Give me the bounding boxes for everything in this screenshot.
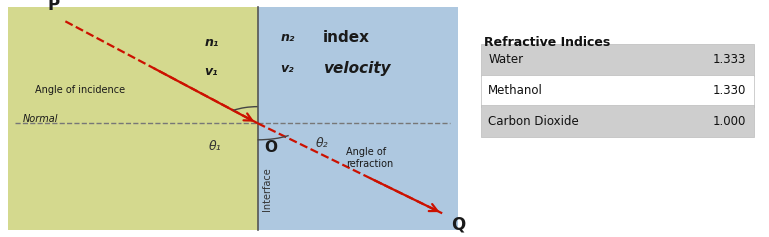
Text: n₂: n₂ xyxy=(281,32,295,44)
Text: Water: Water xyxy=(488,53,524,66)
Bar xyxy=(481,44,754,76)
Text: index: index xyxy=(323,30,370,46)
Text: velocity: velocity xyxy=(323,61,391,76)
Text: θ₁: θ₁ xyxy=(209,141,221,153)
Text: v₂: v₂ xyxy=(281,62,295,75)
Text: O: O xyxy=(264,140,277,155)
Text: Interface: Interface xyxy=(261,168,272,211)
Bar xyxy=(8,7,258,230)
Text: P: P xyxy=(48,0,60,14)
Text: n₁: n₁ xyxy=(205,36,218,49)
Text: 1.333: 1.333 xyxy=(713,53,746,66)
Bar xyxy=(481,105,754,137)
Text: 1.330: 1.330 xyxy=(713,84,746,97)
Text: Angle of incidence: Angle of incidence xyxy=(35,85,125,95)
Text: Angle of
refraction: Angle of refraction xyxy=(346,147,393,169)
Text: Methanol: Methanol xyxy=(488,84,543,97)
Text: 1.000: 1.000 xyxy=(713,115,746,128)
Text: Refractive Indices: Refractive Indices xyxy=(484,36,611,49)
Bar xyxy=(258,7,458,230)
Text: θ₂: θ₂ xyxy=(315,137,328,150)
Text: Q: Q xyxy=(451,216,466,234)
Text: Carbon Dioxide: Carbon Dioxide xyxy=(488,115,579,128)
Bar xyxy=(481,75,754,107)
Text: Normal: Normal xyxy=(23,114,58,123)
Text: v₁: v₁ xyxy=(205,65,218,77)
